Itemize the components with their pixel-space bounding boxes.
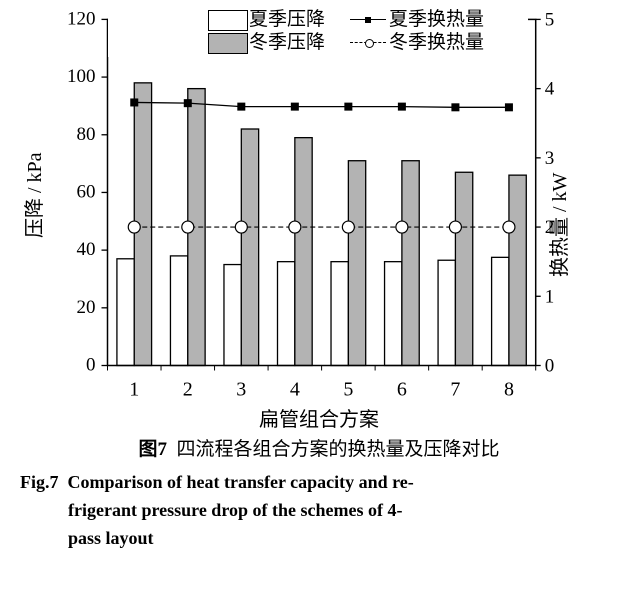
svg-text:40: 40 bbox=[77, 239, 96, 260]
svg-text:6: 6 bbox=[397, 379, 407, 401]
svg-text:0: 0 bbox=[86, 355, 96, 376]
svg-text:5: 5 bbox=[545, 9, 555, 30]
svg-text:5: 5 bbox=[343, 379, 353, 401]
svg-text:8: 8 bbox=[504, 379, 514, 401]
svg-text:3: 3 bbox=[545, 148, 555, 169]
svg-text:60: 60 bbox=[77, 181, 96, 202]
svg-text:4: 4 bbox=[290, 379, 300, 401]
svg-text:3: 3 bbox=[236, 379, 246, 401]
svg-text:4: 4 bbox=[545, 79, 555, 100]
svg-text:1: 1 bbox=[129, 379, 139, 401]
svg-text:7: 7 bbox=[450, 379, 460, 401]
svg-text:2: 2 bbox=[183, 379, 193, 401]
svg-text:80: 80 bbox=[77, 124, 96, 145]
svg-text:100: 100 bbox=[67, 66, 96, 87]
svg-text:0: 0 bbox=[545, 356, 555, 377]
svg-text:20: 20 bbox=[77, 297, 96, 318]
svg-text:120: 120 bbox=[67, 8, 96, 29]
svg-text:1: 1 bbox=[545, 286, 555, 307]
